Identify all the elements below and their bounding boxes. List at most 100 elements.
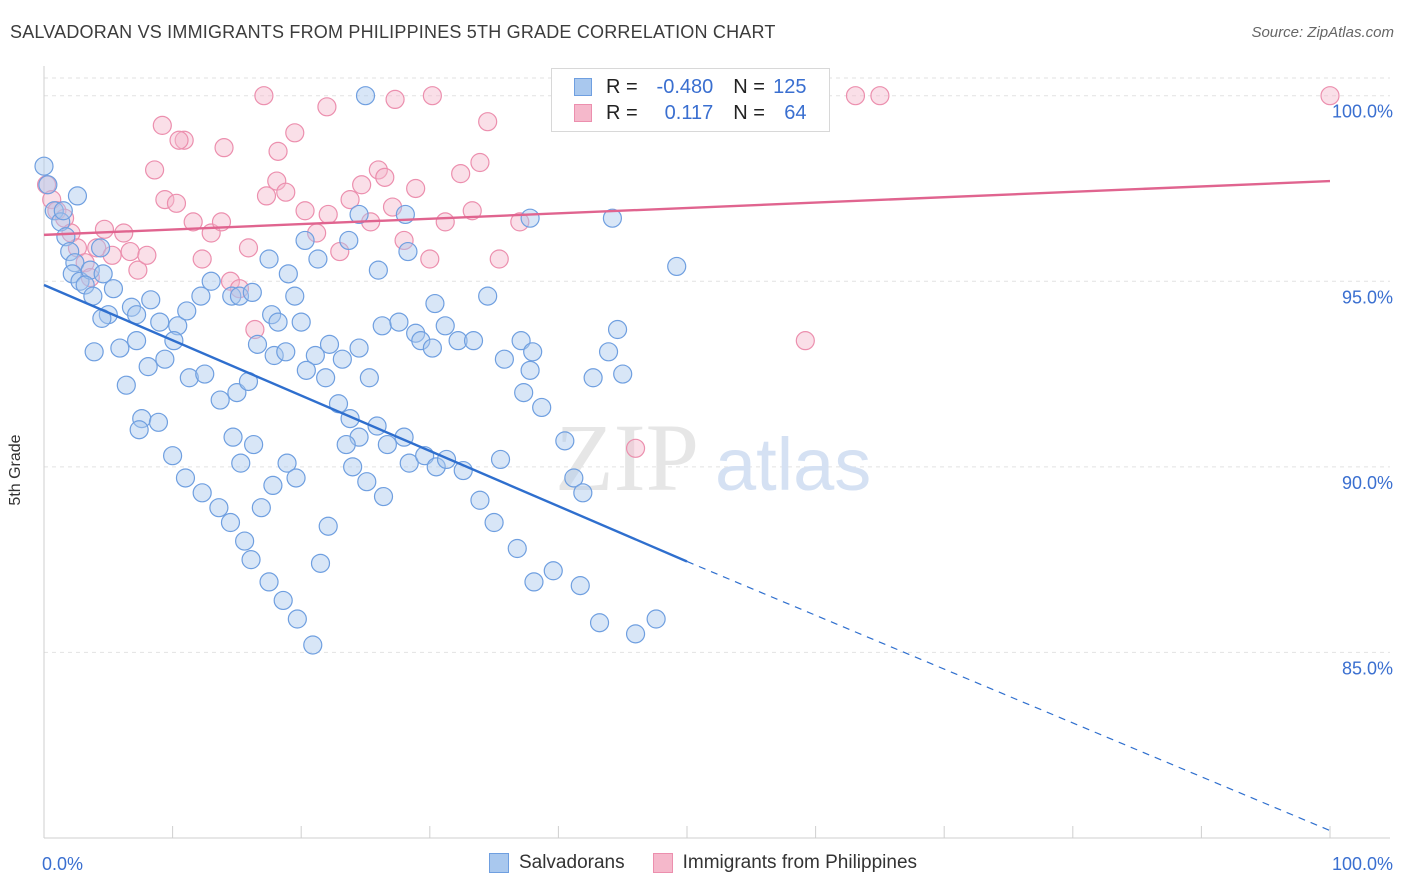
point-salvadorans [520, 208, 540, 228]
point-salvadorans [598, 342, 619, 362]
point-salvadorans [65, 253, 85, 273]
point-philippines [137, 245, 157, 265]
point-salvadorans [507, 538, 527, 559]
point-philippines [478, 112, 498, 132]
point-philippines [510, 212, 530, 232]
point-salvadorans [103, 279, 124, 299]
point-salvadorans [264, 345, 284, 366]
point-salvadorans [209, 498, 229, 518]
point-salvadorans [305, 345, 325, 366]
point-philippines [152, 115, 172, 135]
point-salvadorans [227, 383, 247, 403]
trend-line-salvadorans [43, 283, 688, 563]
n-label: N = [733, 75, 771, 98]
point-salvadorans [520, 360, 540, 380]
point-philippines [295, 201, 315, 221]
source-label: Source: ZipAtlas.com [1251, 24, 1394, 41]
point-salvadorans [251, 498, 271, 518]
point-salvadorans [389, 312, 409, 332]
point-salvadorans [589, 613, 610, 633]
point-salvadorans [285, 286, 305, 306]
point-salvadorans [523, 342, 543, 362]
point-salvadorans [259, 249, 279, 269]
stats-legend: R = -0.480 N = 125 R = 0.117 N = 64 [551, 68, 830, 132]
point-philippines [870, 86, 890, 106]
point-salvadorans [425, 293, 445, 314]
point-philippines [375, 167, 395, 187]
point-salvadorans [268, 312, 288, 332]
legend-swatch-blue [574, 78, 592, 96]
point-salvadorans [34, 156, 54, 176]
point-salvadorans [80, 260, 100, 280]
point-salvadorans [150, 312, 170, 332]
point-salvadorans [175, 468, 196, 488]
point-philippines [368, 160, 388, 180]
point-salvadorans [555, 431, 575, 451]
point-philippines [1320, 86, 1340, 106]
point-salvadorans [148, 412, 169, 432]
point-salvadorans [339, 230, 359, 251]
point-salvadorans [355, 86, 376, 106]
point-salvadorans [667, 256, 687, 277]
point-salvadorans [332, 349, 352, 369]
legend-item-philippines[interactable]: Immigrants from Philippines [652, 852, 917, 874]
y-tick-label: 85.0% [1342, 658, 1393, 678]
point-philippines [625, 438, 646, 458]
r-label: R = [606, 75, 644, 98]
point-salvadorans [191, 286, 211, 306]
x-tick-label: 0.0% [42, 854, 83, 874]
point-salvadorans [155, 349, 175, 369]
point-salvadorans [38, 175, 58, 195]
point-salvadorans [310, 553, 331, 573]
point-philippines [276, 182, 296, 202]
point-salvadorans [192, 483, 212, 503]
point-salvadorans [336, 434, 356, 455]
point-philippines [174, 130, 194, 150]
point-salvadorans [291, 312, 311, 332]
point-salvadorans [247, 334, 268, 354]
r-label: R = [606, 101, 644, 124]
point-salvadorans [308, 249, 328, 269]
point-salvadorans [138, 357, 158, 377]
point-philippines [352, 175, 372, 195]
point-salvadorans [263, 475, 283, 496]
point-salvadorans [399, 453, 419, 473]
point-philippines [385, 89, 405, 110]
point-salvadorans [463, 331, 484, 351]
point-philippines [451, 164, 471, 184]
point-salvadorans [56, 227, 76, 247]
point-philippines [318, 204, 338, 225]
point-philippines [317, 97, 337, 117]
point-salvadorans [318, 516, 338, 536]
point-philippines [144, 160, 165, 180]
watermark-zip: ZIP [555, 404, 699, 511]
point-salvadorans [141, 290, 161, 310]
point-philippines [422, 86, 442, 106]
point-philippines [845, 86, 866, 106]
point-salvadorans [90, 238, 111, 258]
point-salvadorans [231, 453, 251, 473]
point-philippines [42, 190, 62, 210]
point-salvadorans [573, 483, 593, 503]
point-salvadorans [223, 427, 243, 447]
point-philippines [183, 212, 203, 232]
point-philippines [285, 123, 305, 143]
r-value: 0.117 [664, 101, 714, 124]
point-philippines [406, 178, 426, 199]
point-salvadorans [607, 319, 628, 340]
point-philippines [340, 190, 360, 210]
point-salvadorans [543, 561, 563, 581]
point-philippines [268, 141, 288, 161]
legend-item-salvadorans[interactable]: Salvadorans [488, 852, 625, 874]
trend-line-philippines [43, 179, 1331, 237]
point-salvadorans [511, 331, 531, 351]
point-salvadorans [583, 368, 603, 388]
point-salvadorans [116, 375, 136, 395]
point-philippines [245, 319, 265, 340]
point-salvadorans [359, 368, 379, 388]
point-salvadorans [532, 397, 552, 418]
n-label: N = [733, 101, 771, 124]
point-salvadorans [241, 550, 261, 570]
point-salvadorans [372, 316, 392, 336]
